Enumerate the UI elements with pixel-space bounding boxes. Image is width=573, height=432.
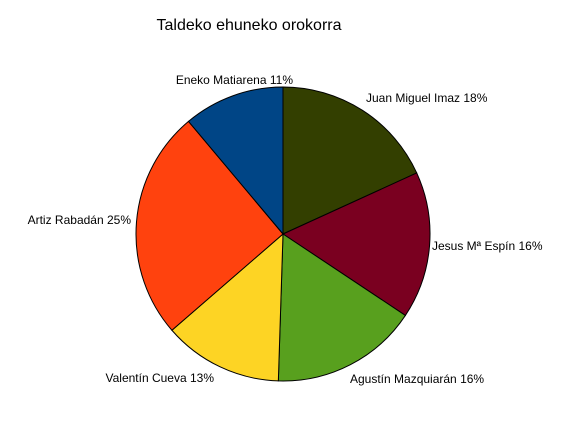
slice-label-2: Jesus Mª Espín 16% xyxy=(432,239,543,253)
slice-label-3: Agustín Mazquiarán 16% xyxy=(350,372,484,386)
slice-label-4: Valentín Cueva 13% xyxy=(105,371,214,385)
pie-slice-6 xyxy=(187,86,284,236)
pie-labels: Juan Miguel Imaz 18% Jesus Mª Espín 16% Ag… xyxy=(28,73,543,386)
pie-slice-2 xyxy=(281,172,431,317)
pie-slice-5 xyxy=(135,120,284,331)
slice-label-1: Juan Miguel Imaz 18% xyxy=(366,91,488,105)
slice-label-5: Artiz Rabadán 25% xyxy=(28,213,132,227)
pie-slices xyxy=(135,86,431,382)
pie-slice-4 xyxy=(171,232,284,382)
pie-slice-1 xyxy=(282,86,418,235)
chart-title: Taldeko ehuneko orokorra xyxy=(156,17,341,34)
slice-label-6: Eneko Matiarena 11% xyxy=(176,73,294,87)
pie-slice-3 xyxy=(277,233,407,382)
